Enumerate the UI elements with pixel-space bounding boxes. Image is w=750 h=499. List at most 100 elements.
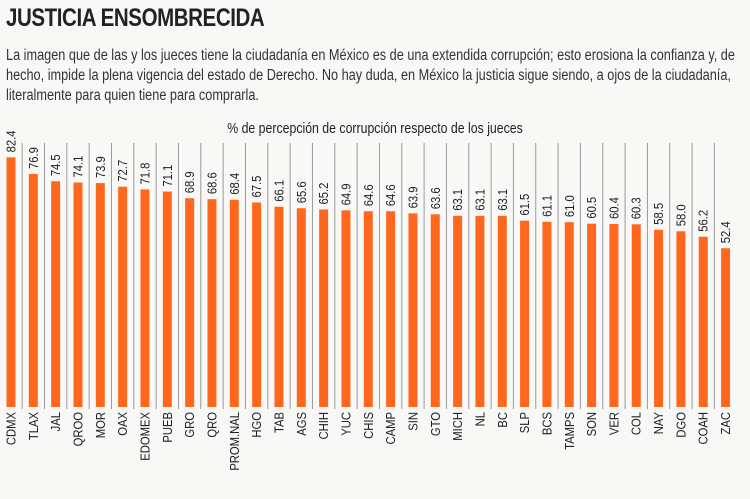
- category-label: NAY: [652, 412, 667, 434]
- category-label: GRO: [183, 412, 198, 438]
- value-label: 67.5: [250, 175, 265, 197]
- category-label: YUC: [339, 412, 354, 436]
- category-label: CHIS: [361, 412, 376, 439]
- value-label: 60.5: [585, 196, 600, 218]
- category-label: JAL: [49, 412, 64, 432]
- value-label: 65.6: [294, 181, 309, 203]
- category-label: BCS: [540, 412, 555, 435]
- category-label: COAH: [696, 412, 711, 444]
- value-label: 64.6: [361, 184, 376, 206]
- bar-ags: [296, 208, 306, 407]
- value-label: 63.1: [473, 189, 488, 211]
- category-label: SON: [585, 412, 600, 436]
- bar-hgo: [252, 202, 262, 407]
- bar-oax: [118, 186, 128, 407]
- value-label: 64.6: [384, 184, 399, 206]
- value-label: 52.4: [718, 221, 733, 243]
- bar-chis: [363, 211, 373, 407]
- bar-gto: [430, 214, 440, 407]
- bar-qroo: [73, 182, 83, 407]
- value-label: 56.2: [696, 210, 711, 232]
- bar-gro: [185, 198, 195, 407]
- value-label: 60.4: [607, 197, 622, 219]
- bar-coah: [698, 236, 708, 407]
- value-label: 68.9: [183, 171, 198, 193]
- value-label: 76.9: [26, 147, 41, 169]
- category-label: OAX: [116, 412, 131, 436]
- value-label: 68.6: [205, 172, 220, 194]
- bar-qro: [207, 199, 217, 407]
- value-label: 71.1: [160, 164, 175, 186]
- category-label: CAMP: [384, 412, 399, 445]
- category-label: PUEB: [160, 412, 175, 443]
- category-label: MOR: [93, 412, 108, 439]
- value-label: 72.7: [116, 160, 131, 182]
- category-label: QRO: [205, 412, 220, 438]
- chart-title: % de percepción de corrupción respecto d…: [227, 120, 523, 136]
- bar-cdmx: [6, 157, 16, 407]
- value-label: 63.1: [495, 189, 510, 211]
- value-label: 65.2: [317, 183, 332, 205]
- bar-edomex: [140, 189, 150, 407]
- bar-bcs: [542, 221, 552, 407]
- category-label: SLP: [518, 412, 533, 433]
- bar-ver: [609, 223, 619, 407]
- category-label: DGO: [674, 412, 689, 438]
- value-label: 68.4: [227, 173, 242, 195]
- category-label: VER: [607, 412, 622, 436]
- bar-mich: [453, 215, 463, 407]
- value-label: 61.0: [562, 195, 577, 217]
- category-label: ZAC: [718, 412, 733, 435]
- page-title: JUSTICIA ENSOMBRECIDA: [6, 4, 265, 32]
- bar-zac: [721, 248, 731, 407]
- category-label: AGS: [294, 412, 309, 436]
- value-label: 61.5: [518, 193, 533, 215]
- bar-jal: [51, 181, 61, 407]
- category-label: TAMPS: [562, 412, 577, 450]
- bar-pueb: [162, 191, 172, 407]
- category-label: COL: [629, 412, 644, 435]
- category-label: PROM.NAL: [227, 412, 242, 471]
- category-label: EDOMEX: [138, 412, 153, 461]
- value-label: 66.1: [272, 179, 287, 201]
- bar-dgo: [676, 231, 686, 407]
- bar-tamps: [564, 222, 574, 407]
- value-label: 64.9: [339, 183, 354, 205]
- category-label: TLAX: [26, 412, 41, 440]
- bar-yuc: [341, 210, 351, 407]
- bar-tab: [274, 206, 284, 407]
- category-label: GTO: [428, 412, 443, 436]
- value-label: 71.8: [138, 162, 153, 184]
- bar-sin: [408, 213, 418, 407]
- value-label: 63.1: [451, 189, 466, 211]
- bar-chih: [319, 209, 329, 407]
- category-label: SIN: [406, 412, 421, 431]
- bar-son: [587, 223, 597, 407]
- bar-camp: [386, 211, 396, 407]
- value-label: 61.1: [540, 195, 555, 217]
- value-label: 74.1: [71, 155, 86, 177]
- value-label: 58.5: [652, 203, 667, 225]
- value-label: 60.3: [629, 197, 644, 219]
- bar-nay: [654, 229, 664, 407]
- description-text: La imagen que de las y los jueces tiene …: [6, 47, 735, 104]
- category-label: BC: [495, 412, 510, 428]
- value-label: 63.6: [428, 187, 443, 209]
- value-label: 58.0: [674, 204, 689, 226]
- category-label: TAB: [272, 412, 287, 433]
- category-label: NL: [473, 412, 488, 427]
- value-label: 82.4: [4, 130, 19, 152]
- bar-tlax: [28, 173, 38, 407]
- category-label: CHIH: [317, 412, 332, 439]
- category-label: HGO: [250, 412, 265, 438]
- bar-mor: [95, 183, 105, 407]
- value-label: 73.9: [93, 156, 108, 178]
- value-label: 63.9: [406, 186, 421, 208]
- value-label: 74.5: [49, 154, 64, 176]
- category-label: CDMX: [4, 412, 19, 445]
- bar-nl: [475, 215, 485, 407]
- bar-bc: [497, 215, 507, 407]
- bar-promnal: [229, 199, 239, 407]
- category-label: QROO: [71, 412, 86, 446]
